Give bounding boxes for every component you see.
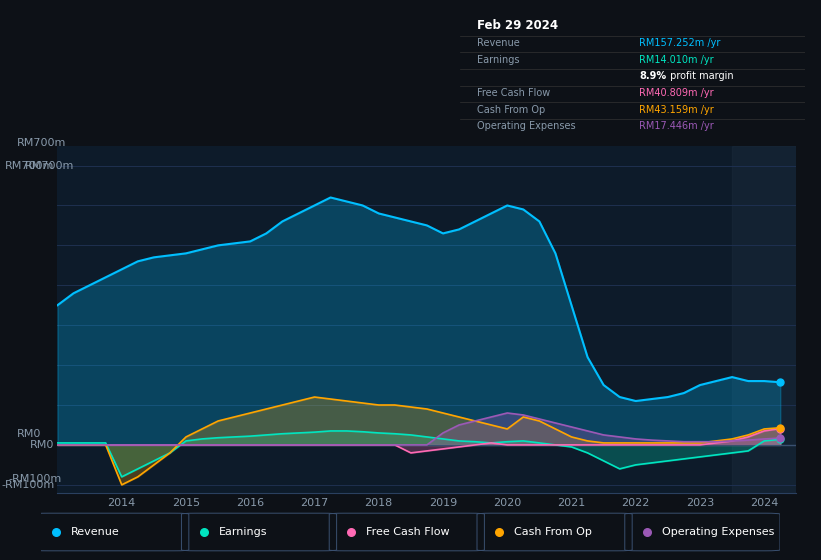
Text: Operating Expenses: Operating Expenses: [662, 527, 774, 537]
Point: [773, 423, 787, 432]
Text: RM700m: RM700m: [16, 138, 66, 148]
Bar: [732, 146, 796, 493]
Point: [773, 424, 787, 433]
Text: RM700m: RM700m: [5, 161, 54, 171]
Text: RM40.809m /yr: RM40.809m /yr: [639, 88, 713, 98]
Text: Cash From Op: Cash From Op: [514, 527, 592, 537]
Text: RM700m: RM700m: [25, 161, 75, 171]
Text: Free Cash Flow: Free Cash Flow: [477, 88, 550, 98]
Point: [773, 378, 787, 387]
Text: Feb 29 2024: Feb 29 2024: [477, 20, 558, 32]
Point: [773, 433, 787, 442]
Text: -RM100m: -RM100m: [1, 480, 54, 490]
Text: profit margin: profit margin: [667, 72, 733, 82]
Text: Earnings: Earnings: [218, 527, 267, 537]
Text: RM0: RM0: [30, 440, 54, 450]
Text: Operating Expenses: Operating Expenses: [477, 122, 576, 132]
Point: [539, 324, 552, 333]
Text: RM17.446m /yr: RM17.446m /yr: [639, 122, 713, 132]
Point: [773, 435, 787, 444]
Text: RM43.159m /yr: RM43.159m /yr: [639, 105, 713, 115]
Text: -RM100m: -RM100m: [8, 474, 62, 484]
Text: RM0: RM0: [16, 429, 41, 439]
Text: RM157.252m /yr: RM157.252m /yr: [639, 38, 721, 48]
Text: Revenue: Revenue: [477, 38, 520, 48]
Text: Free Cash Flow: Free Cash Flow: [366, 527, 450, 537]
Text: Earnings: Earnings: [477, 55, 520, 65]
Text: 8.9%: 8.9%: [639, 72, 666, 82]
Text: RM14.010m /yr: RM14.010m /yr: [639, 55, 713, 65]
Text: Cash From Op: Cash From Op: [477, 105, 545, 115]
Text: Revenue: Revenue: [71, 527, 119, 537]
